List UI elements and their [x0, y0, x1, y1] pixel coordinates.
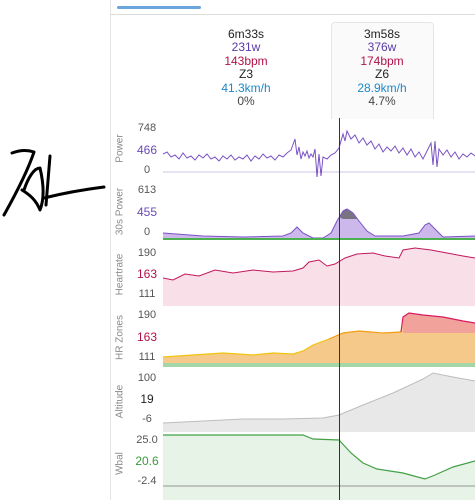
30s-power-peak-shade [339, 209, 357, 219]
30s-power-tick-max: 613 [137, 184, 157, 196]
lap-zone: Z6 [374, 67, 389, 82]
wbal-chart[interactable] [163, 433, 475, 500]
lap-duration: 6m33s [227, 27, 265, 41]
lap-duration: 3m58s [363, 27, 401, 41]
wbal-series [163, 434, 475, 480]
30s-power-tick-min: 0 [143, 226, 151, 238]
heartrate-tick-max: 190 [137, 247, 157, 259]
wbal-tick-current: 20.6 [135, 454, 159, 468]
lap-power: 231w [231, 40, 261, 55]
lap-summary-2[interactable]: 3m58s 376w 174bpm Z6 28.9km/h 4.7% [332, 27, 432, 109]
wbal-fill [163, 435, 475, 500]
handwritten-scribble [2, 149, 106, 217]
altitude-fill [163, 373, 475, 432]
hr-zones-tick-min: 111 [138, 351, 156, 363]
hr-zones-tick-current: 163 [136, 330, 158, 344]
hr-zones-tick-max: 190 [137, 309, 157, 321]
hr-zones-low-series [163, 338, 330, 358]
heartrate-tick-current: 163 [136, 267, 158, 281]
hr-zones-chart[interactable] [163, 307, 475, 370]
lap-speed: 41.3km/h [221, 80, 271, 95]
time-cursor-line[interactable] [339, 118, 340, 500]
30s-power-tick-current: 455 [136, 205, 158, 219]
altitude-tick-current: 19 [140, 392, 154, 406]
power-series [163, 129, 475, 178]
hr-zones-orange-fill [163, 313, 475, 363]
altitude-tick-min: -6 [142, 413, 152, 425]
lap-heartrate: 174bpm [360, 53, 404, 68]
wbal-axis-label: Wbal [114, 452, 126, 475]
active-tab-indicator[interactable] [117, 6, 201, 9]
hr-zones-green-band [163, 363, 475, 367]
lap-zone: Z3 [238, 67, 253, 82]
power-chart[interactable] [163, 119, 475, 180]
30s-power-fill [163, 209, 475, 239]
selected-lap-highlight [331, 22, 434, 119]
wbal-tick-min: -2.4 [137, 475, 157, 487]
lap-summary-1[interactable]: 6m33s 231w 143bpm Z3 41.3km/h 0% [196, 27, 296, 109]
heartrate-tick-min: 111 [138, 288, 156, 300]
heartrate-fill [163, 248, 475, 306]
wbal-tick-max: 25.0 [136, 434, 158, 446]
30s-power-series [163, 208, 475, 239]
lap-power: 376w [367, 40, 397, 55]
hr-zones-high-series [400, 312, 475, 333]
hr-zones-mid-series [328, 330, 402, 340]
altitude-chart[interactable] [163, 371, 475, 432]
lap-grade: 4.7% [368, 94, 396, 109]
hr-zones-red-fill [403, 313, 475, 333]
lap-heartrate: 143bpm [224, 53, 268, 68]
power-tick-min: 0 [143, 164, 151, 176]
heartrate-chart[interactable] [163, 244, 475, 306]
power-tick-max: 748 [137, 122, 157, 134]
heartrate-series [163, 247, 475, 281]
power-tick-current: 466 [136, 143, 158, 157]
lap-speed: 28.9km/h [357, 80, 407, 95]
altitude-series [163, 372, 475, 424]
lap-grade: 0% [237, 94, 255, 109]
30s-power-chart[interactable] [163, 181, 475, 243]
altitude-tick-max: 100 [137, 372, 157, 384]
header-divider [110, 14, 475, 15]
